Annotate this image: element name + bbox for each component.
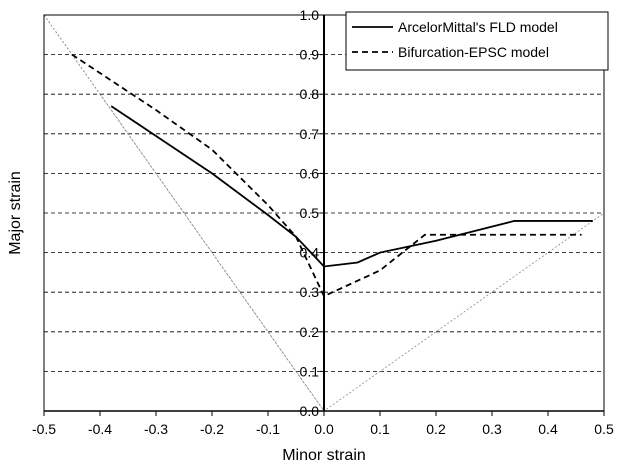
x-tick-label-10: 0.5 — [594, 421, 614, 437]
x-tick-label-6: 0.1 — [370, 421, 390, 437]
x-tick-label-3: -0.2 — [200, 421, 224, 437]
y-tick-label-6: 0.6 — [300, 165, 320, 181]
legend-label-arcelormittal: ArcelorMittal's FLD model — [398, 19, 558, 35]
y-tick-label-1: 0.1 — [300, 363, 320, 379]
axes — [43, 14, 605, 416]
x-tick-label-9: 0.4 — [538, 421, 558, 437]
y-tick-label-9: 0.9 — [300, 47, 320, 63]
series-line-1 — [71, 53, 582, 298]
y-tick-label-4: 0.4 — [300, 245, 320, 261]
legend-label-bifurcation: Bifurcation-EPSC model — [398, 44, 549, 60]
x-tick-label-0: -0.5 — [32, 421, 56, 437]
y-tick-label-5: 0.5 — [300, 205, 320, 221]
y-tick-label-0: 0.0 — [300, 403, 320, 419]
x-axis-title: Minor strain — [282, 447, 366, 464]
tick-labels: -0.5 -0.4 -0.3 -0.2 -0.1 0.0 0.1 0.2 0.3 0.4 0.5 0.… — [32, 7, 614, 437]
y-tick-label-3: 0.3 — [300, 284, 320, 300]
y-tick-label-7: 0.7 — [300, 126, 320, 142]
x-tick-label-8: 0.3 — [482, 421, 502, 437]
y-tick-label-8: 0.8 — [300, 86, 320, 102]
y-axis-title: Major strain — [7, 171, 24, 255]
series-lines — [71, 53, 593, 298]
x-tick-label-5: 0.0 — [314, 421, 334, 437]
x-tick-label-2: -0.3 — [144, 421, 168, 437]
x-tick-label-7: 0.2 — [426, 421, 446, 437]
legend: ArcelorMittal's FLD model Bifurcation-EP… — [345, 11, 609, 71]
y-tick-label-10: 1.0 — [300, 7, 320, 23]
series-line-0 — [110, 105, 593, 268]
x-tick-label-1: -0.4 — [88, 421, 112, 437]
legend-box — [345, 11, 609, 71]
y-tick-label-2: 0.2 — [300, 324, 320, 340]
x-tick-label-4: -0.1 — [256, 421, 280, 437]
reference-line-2 — [99, 93, 325, 412]
